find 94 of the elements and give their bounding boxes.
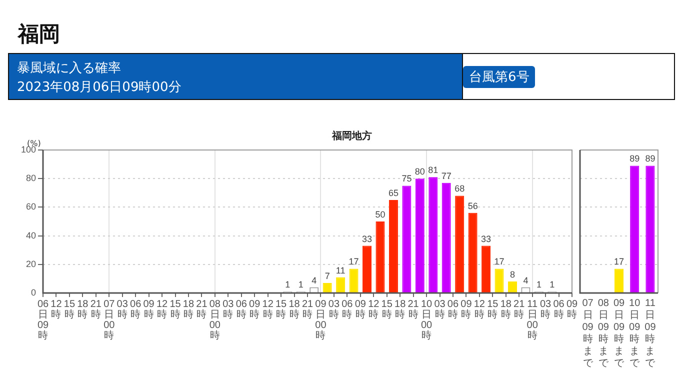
data-label: 50 — [375, 209, 386, 220]
data-label: 4 — [523, 275, 528, 286]
x-tick-label: 15時 — [487, 299, 499, 320]
data-label: 80 — [414, 166, 425, 177]
data-label: 89 — [630, 154, 640, 164]
x-tick-label: 08日00時 — [209, 299, 221, 342]
x-tick-label: 18時 — [500, 299, 512, 320]
bar — [468, 212, 478, 292]
x-tick-label: 03時 — [540, 299, 552, 320]
y-tick-label: 60 — [26, 202, 36, 212]
x-tick-label: 18時 — [182, 299, 194, 320]
chart-title: 福岡地方 — [330, 129, 373, 143]
x-tick-label: 09時 — [249, 299, 261, 320]
y-tick-label: 40 — [26, 230, 36, 240]
x-tick-label: 07日00時 — [104, 299, 116, 342]
data-label: 8 — [510, 270, 515, 280]
data-label: 17 — [614, 256, 624, 267]
y-tick-label: 20 — [26, 258, 36, 269]
y-tick-label: 0 — [30, 287, 36, 298]
x-tick-label: 18時 — [77, 299, 89, 320]
bar — [349, 268, 358, 292]
x-tick-label: 15時 — [381, 299, 393, 320]
data-label: 1 — [298, 280, 304, 290]
y-tick-label: 80 — [26, 173, 36, 184]
x-tick-label: 09時 — [566, 299, 578, 320]
x-tick-label: 15時 — [64, 299, 76, 320]
bar — [415, 178, 424, 292]
x-tick-label: 06時 — [342, 299, 354, 320]
data-label: 1 — [550, 280, 555, 290]
x-tick-label: 06時 — [553, 299, 565, 320]
text: 台風第6号 — [463, 66, 536, 88]
bar — [428, 177, 438, 292]
x-tick-label: 21時 — [514, 299, 526, 320]
x-tick-label: 15時 — [275, 299, 288, 320]
data-label: 1 — [536, 280, 542, 290]
x-tick-label: 21時 — [408, 299, 420, 320]
x-tick-label: 12時 — [156, 299, 168, 320]
x-tick-label: 10日09時まで — [629, 298, 641, 369]
x-tick-label: 18時 — [394, 299, 406, 320]
x-tick-label: 06日09時 — [37, 299, 49, 342]
x-tick-label: 07日09時まで — [582, 298, 594, 369]
x-tick-label: 09時 — [354, 299, 366, 320]
y-axis-title: (%) — [27, 139, 41, 148]
x-tick-label: 09時 — [143, 299, 155, 320]
x-tick-label: 08日09時まで — [598, 298, 610, 369]
bar — [388, 200, 398, 292]
data-label: 81 — [428, 165, 438, 176]
x-tick-label: 11日09時まで — [644, 298, 656, 369]
x-tick-label: 21時 — [196, 299, 208, 320]
x-tick-label: 21時 — [302, 299, 314, 320]
text: 2023年08月06日09時00分 — [17, 79, 182, 96]
x-tick-label: 11日00時 — [526, 299, 538, 342]
data-label: 33 — [481, 234, 492, 244]
bar — [482, 246, 491, 292]
bar — [376, 222, 385, 292]
x-tick-label: 12時 — [368, 299, 380, 320]
x-tick-label: 21時 — [90, 299, 102, 320]
x-tick-label: 06時 — [236, 299, 248, 320]
data-label: 68 — [454, 184, 465, 194]
bar — [362, 246, 372, 292]
text: 福岡 — [18, 21, 60, 48]
data-label: 77 — [441, 170, 452, 181]
bar — [455, 196, 464, 292]
x-tick-label: 06時 — [447, 299, 459, 320]
x-tick-label: 09日00時 — [315, 299, 327, 342]
bar — [336, 277, 346, 292]
x-tick-label: 09時 — [460, 299, 472, 320]
x-tick-label: 18時 — [288, 299, 300, 320]
data-label: 89 — [645, 154, 656, 164]
bar — [494, 268, 504, 292]
x-tick-label: 03時 — [116, 299, 128, 320]
x-tick-label: 09日09時まで — [613, 298, 625, 369]
x-tick-label: 12時 — [50, 299, 62, 320]
x-tick-label: 12時 — [474, 299, 486, 320]
data-label: 56 — [468, 200, 478, 211]
x-tick-label: 03時 — [328, 299, 340, 320]
data-label: 17 — [494, 256, 504, 267]
data-label: 7 — [324, 270, 330, 281]
x-tick-label: 12時 — [262, 299, 274, 320]
data-label: 65 — [388, 188, 398, 198]
data-label: 75 — [402, 174, 412, 184]
data-label: 1 — [285, 280, 290, 290]
data-label: 4 — [312, 275, 317, 286]
bar — [442, 182, 451, 292]
text: 暴風域に入る確率 — [17, 60, 121, 77]
data-label: 17 — [348, 256, 359, 267]
x-tick-label: 03時 — [222, 299, 234, 320]
x-tick-label: 10日00時 — [420, 299, 433, 342]
x-tick-label: 06時 — [130, 299, 142, 320]
data-label: 33 — [362, 234, 372, 244]
bar — [402, 186, 412, 292]
x-tick-label: 03時 — [434, 299, 446, 320]
x-tick-label: 15時 — [170, 299, 182, 320]
data-label: 11 — [336, 265, 346, 276]
